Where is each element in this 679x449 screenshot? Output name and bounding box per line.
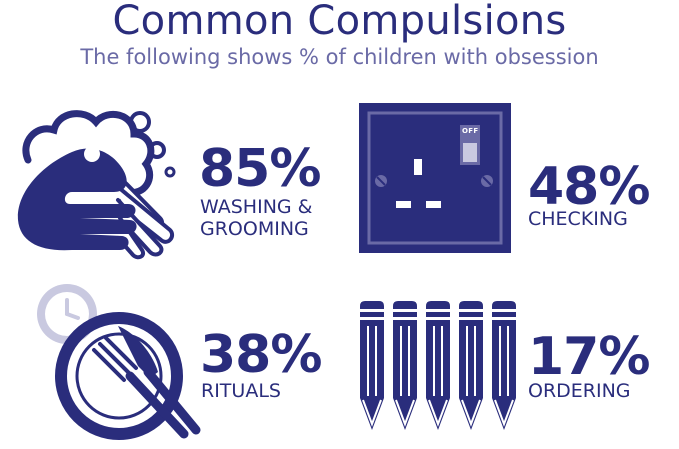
page-subtitle: The following shows % of children with o… xyxy=(80,45,599,69)
washing-percent: 85% xyxy=(199,139,321,199)
page-title: Common Compulsions xyxy=(112,0,567,44)
washing-label: WASHING & GROOMING xyxy=(200,196,313,240)
rituals-percent: 38% xyxy=(200,325,322,385)
pencils-icon xyxy=(360,300,517,431)
clock-plate-cutlery-icon xyxy=(37,284,201,440)
rituals-label: RITUALS xyxy=(201,380,281,402)
power-socket-icon xyxy=(359,103,511,253)
checking-label: CHECKING xyxy=(528,208,628,230)
off-switch-label: OFF xyxy=(462,127,479,135)
ordering-label: ORDERING xyxy=(528,380,631,402)
checking-percent: 48% xyxy=(528,157,650,217)
ordering-percent: 17% xyxy=(528,327,650,387)
hand-washing-icon xyxy=(17,110,176,260)
